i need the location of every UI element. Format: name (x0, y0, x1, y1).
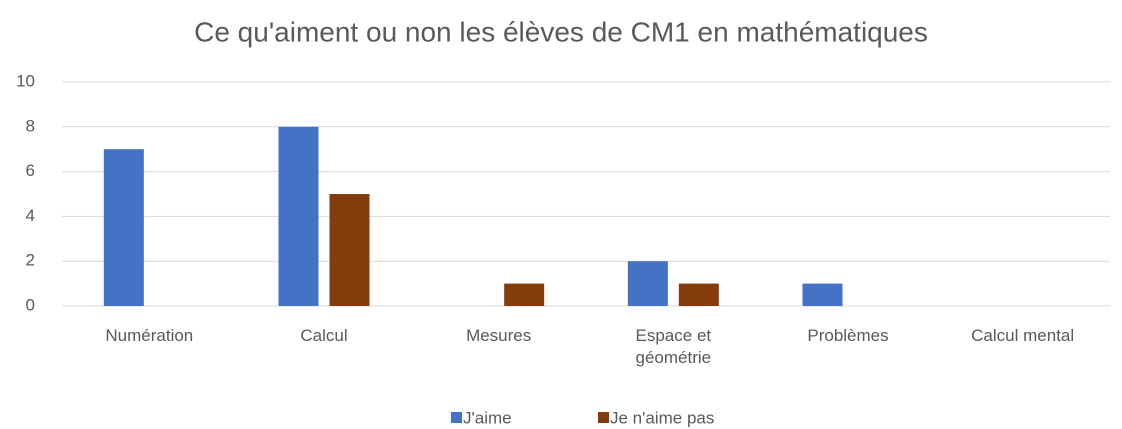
y-tick-label: 10 (16, 71, 35, 90)
bar (627, 261, 668, 306)
legend-swatch (598, 412, 609, 423)
bar (678, 283, 719, 306)
bar (504, 283, 545, 306)
x-tick-label: Numération (105, 326, 194, 345)
bar (278, 126, 319, 306)
x-tick-label: Calcul (300, 326, 348, 345)
x-tick-label: Calcul mental (971, 326, 1075, 345)
y-tick-label: 8 (26, 116, 35, 135)
y-tick-label: 6 (26, 161, 35, 180)
legend-label: J'aime (463, 408, 512, 427)
chart-title: Ce qu'aiment ou non les élèves de CM1 en… (194, 16, 928, 47)
x-tick-label: Mesures (466, 326, 532, 345)
legend-swatch (451, 412, 462, 423)
y-tick-label: 4 (26, 206, 35, 225)
y-tick-label: 0 (26, 295, 35, 314)
legend-label: Je n'aime pas (610, 408, 714, 427)
bar (802, 283, 843, 306)
x-tick-label: Problèmes (807, 326, 889, 345)
x-tick-label: Espace et géométrie (635, 326, 712, 367)
bar (103, 149, 144, 306)
bar (329, 194, 370, 306)
y-tick-label: 2 (26, 251, 35, 270)
